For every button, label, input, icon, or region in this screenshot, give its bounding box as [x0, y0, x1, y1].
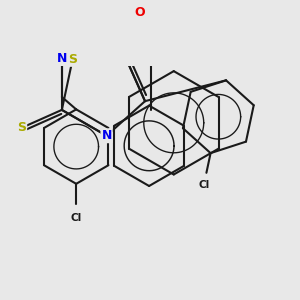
Text: Cl: Cl	[198, 180, 209, 190]
Text: S: S	[17, 121, 26, 134]
Text: N: N	[57, 52, 67, 65]
Text: S: S	[68, 53, 77, 66]
Text: O: O	[135, 7, 146, 20]
Text: N: N	[101, 129, 112, 142]
Text: Cl: Cl	[70, 213, 82, 223]
